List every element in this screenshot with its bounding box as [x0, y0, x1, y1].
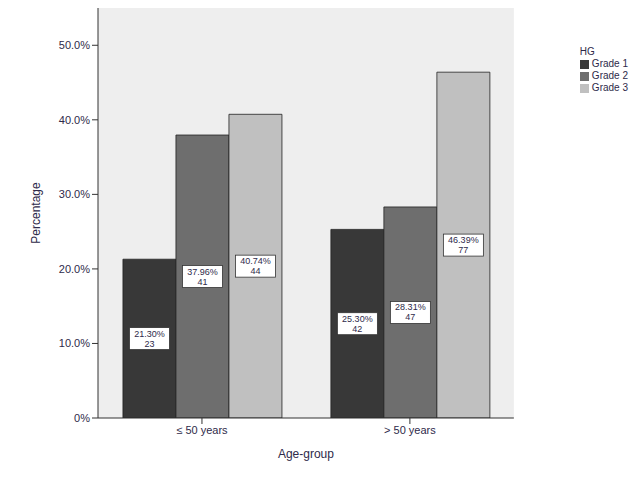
svg-text:> 50 years: > 50 years	[384, 424, 436, 436]
svg-text:77: 77	[458, 245, 468, 255]
svg-text:47: 47	[405, 312, 415, 322]
svg-text:46.39%: 46.39%	[448, 235, 479, 245]
svg-text:≤ 50 years: ≤ 50 years	[176, 424, 228, 436]
svg-text:44: 44	[250, 266, 260, 276]
svg-text:0%: 0%	[74, 412, 90, 424]
svg-text:28.31%: 28.31%	[395, 302, 426, 312]
svg-text:37.96%: 37.96%	[187, 267, 218, 277]
html-text:HG: HG	[579, 46, 595, 57]
svg-text:40.74%: 40.74%	[240, 256, 271, 266]
html-text:Grade 1: Grade 1	[591, 58, 628, 69]
svg-text:50.0%: 50.0%	[59, 39, 90, 51]
svg-text:42: 42	[352, 324, 362, 334]
svg-text:30.0%: 30.0%	[59, 188, 90, 200]
svg-text:10.0%: 10.0%	[59, 337, 90, 349]
html-text:Grade 2: Grade 2	[591, 70, 628, 81]
svg-text:25.30%: 25.30%	[342, 314, 373, 324]
svg-text:41: 41	[197, 277, 207, 287]
svg-text:23: 23	[144, 339, 154, 349]
svg-text:Percentage: Percentage	[29, 182, 43, 244]
svg-text:40.0%: 40.0%	[59, 114, 90, 126]
html-text:Grade 3: Grade 3	[591, 82, 628, 93]
svg-text:21.30%: 21.30%	[134, 329, 165, 339]
svg-text:Age-group: Age-group	[278, 447, 334, 461]
svg-text:20.0%: 20.0%	[59, 263, 90, 275]
